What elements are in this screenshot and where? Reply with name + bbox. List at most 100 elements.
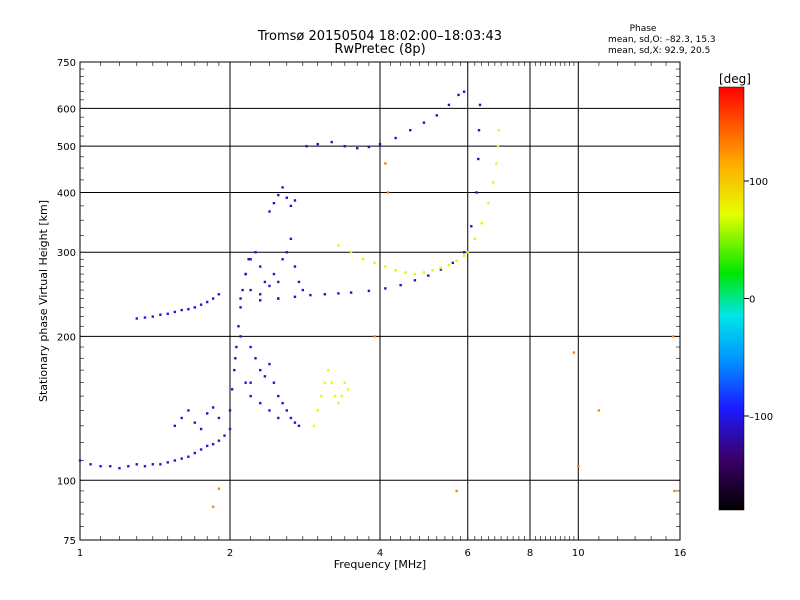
chart-subtitle: RwPretec (8p) [334, 42, 425, 57]
data-point [173, 310, 177, 314]
data-point [249, 258, 252, 261]
data-point [230, 388, 234, 391]
data-point [466, 251, 469, 254]
data-point [199, 303, 203, 306]
data-point [159, 313, 162, 316]
data-point [281, 401, 284, 405]
y-axis-label: Stationary phase Virtual Height [km] [37, 200, 50, 402]
data-point [249, 381, 252, 384]
data-point [343, 144, 347, 148]
data-point [422, 121, 426, 124]
x-tick-labels: 1 2 4 6 8 10 16 [77, 548, 687, 559]
data-point [301, 288, 305, 292]
data-point [217, 293, 221, 296]
colorbar-tick-label: –100 [749, 412, 773, 423]
data-point [89, 463, 92, 466]
data-point [349, 291, 353, 294]
data-point [316, 409, 319, 412]
data-point [268, 210, 271, 213]
data-point [394, 136, 397, 140]
data-point [277, 193, 280, 197]
data-point [477, 128, 481, 132]
x-axis-label: Frequency [MHz] [334, 558, 426, 571]
data-point [422, 271, 426, 274]
data-point [166, 461, 169, 464]
y-tick-label: 600 [57, 104, 76, 115]
data-point [462, 251, 466, 254]
colorbar-unit: [deg] [719, 72, 751, 86]
data-point [413, 279, 417, 282]
data-point [497, 128, 500, 132]
data-point [247, 258, 250, 261]
data-points [78, 90, 676, 509]
data-point [272, 272, 276, 276]
data-point [277, 394, 280, 398]
x-tick-label: 2 [227, 548, 233, 559]
data-point [281, 258, 284, 261]
data-point [263, 280, 267, 284]
y-tick-labels: 75 100 200 300 400 500 600 750 [57, 58, 76, 547]
data-point [462, 254, 466, 257]
data-point [166, 312, 169, 315]
data-point [263, 375, 267, 378]
data-point [349, 251, 353, 254]
data-point [249, 394, 252, 398]
data-point [78, 459, 82, 462]
data-point [235, 345, 238, 349]
data-point [384, 287, 387, 290]
data-point [277, 280, 280, 284]
data-point [211, 406, 215, 409]
data-point [259, 299, 262, 302]
data-point [413, 272, 417, 276]
phase-mean-o: mean, sd,O: –82.3, 15.3 [608, 35, 716, 45]
x-tick-label: 10 [572, 548, 585, 559]
data-point [217, 439, 221, 442]
colorbar-ticks: 100 0 –100 [744, 177, 773, 423]
data-point [268, 409, 271, 412]
data-point [293, 265, 297, 268]
data-point [277, 297, 280, 300]
data-point [205, 300, 209, 304]
data-point [187, 409, 190, 412]
chart-title: Tromsø 20150504 18:02:00–18:03:43 [257, 29, 502, 44]
y-tick-label: 500 [57, 142, 76, 153]
data-point [285, 196, 288, 199]
data-point [259, 265, 262, 268]
data-point [447, 263, 451, 267]
data-point [343, 381, 347, 384]
data-point [309, 293, 312, 297]
data-point [127, 465, 130, 468]
data-point [239, 306, 242, 309]
data-point [323, 293, 327, 296]
data-point [223, 434, 226, 437]
data-point [187, 307, 190, 311]
data-point [254, 357, 257, 360]
data-point [439, 268, 443, 271]
data-point [118, 466, 121, 470]
data-point [394, 269, 397, 272]
data-point [193, 421, 197, 424]
data-point [277, 416, 280, 420]
data-point [340, 394, 343, 398]
data-point [361, 258, 365, 261]
data-point [475, 191, 478, 194]
colorbar [718, 86, 745, 511]
data-point [367, 145, 371, 149]
data-point [487, 201, 490, 205]
data-point [316, 142, 319, 146]
data-point [159, 463, 162, 466]
data-point [373, 335, 376, 338]
data-point [180, 308, 183, 312]
data-point [355, 147, 359, 150]
data-point [462, 90, 466, 93]
data-point [386, 191, 390, 194]
data-point [478, 103, 482, 107]
data-point [173, 424, 177, 428]
data-point [99, 465, 102, 468]
data-point [597, 409, 601, 412]
data-point [217, 416, 221, 420]
data-point [237, 325, 240, 328]
data-point [239, 297, 242, 300]
data-point [337, 244, 340, 247]
